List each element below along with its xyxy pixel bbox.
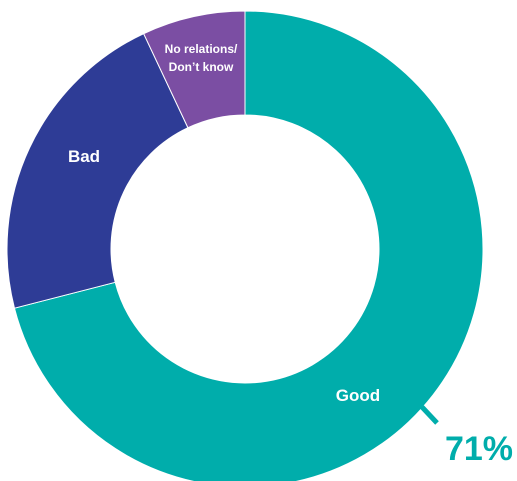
slice-label-bad: Bad xyxy=(68,147,100,166)
data-label-good-percent: 71% xyxy=(445,430,513,468)
leader-line-good xyxy=(420,405,439,425)
slice-label-no-relations-line2: Don’t know xyxy=(169,60,234,74)
slice-label-good: Good xyxy=(336,386,380,405)
donut-slices xyxy=(6,10,484,481)
slice-no-relations-don-t-know xyxy=(142,10,246,129)
slice-bad xyxy=(6,32,189,309)
slice-good xyxy=(13,10,484,481)
slice-label-no-relations-line1: No relations/ xyxy=(165,42,238,56)
